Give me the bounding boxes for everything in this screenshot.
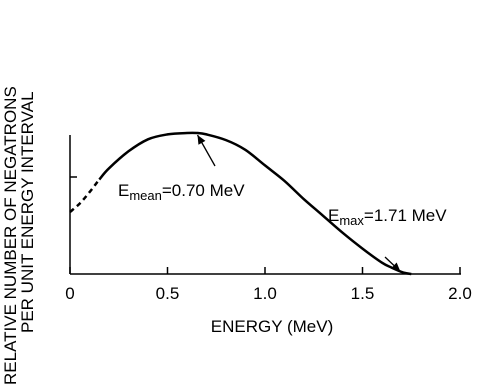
x-tick-label-4: 2.0 (448, 284, 472, 303)
x-axis-tick-labels: 0 0.5 1.0 1.5 2.0 (65, 284, 472, 303)
x-tick-label-2: 1.0 (253, 284, 277, 303)
x-axis-label: ENERGY (MeV) (211, 317, 334, 336)
x-tick-label-3: 1.5 (351, 284, 375, 303)
series-spectrum (70, 133, 411, 274)
x-tick-label-1: 0.5 (156, 284, 180, 303)
annotations: Emean=0.70 MeV Emax=1.71 MeV (118, 135, 447, 272)
series-line-solid (99, 133, 411, 274)
series-line-dashed (70, 180, 99, 213)
annotation-label-1: Emax=1.71 MeV (328, 206, 447, 228)
x-tick-label-0: 0 (65, 284, 74, 303)
annotation-label-0: Emean=0.70 MeV (118, 181, 245, 203)
axes (70, 135, 461, 274)
annotation-arrowhead-0 (198, 135, 206, 145)
